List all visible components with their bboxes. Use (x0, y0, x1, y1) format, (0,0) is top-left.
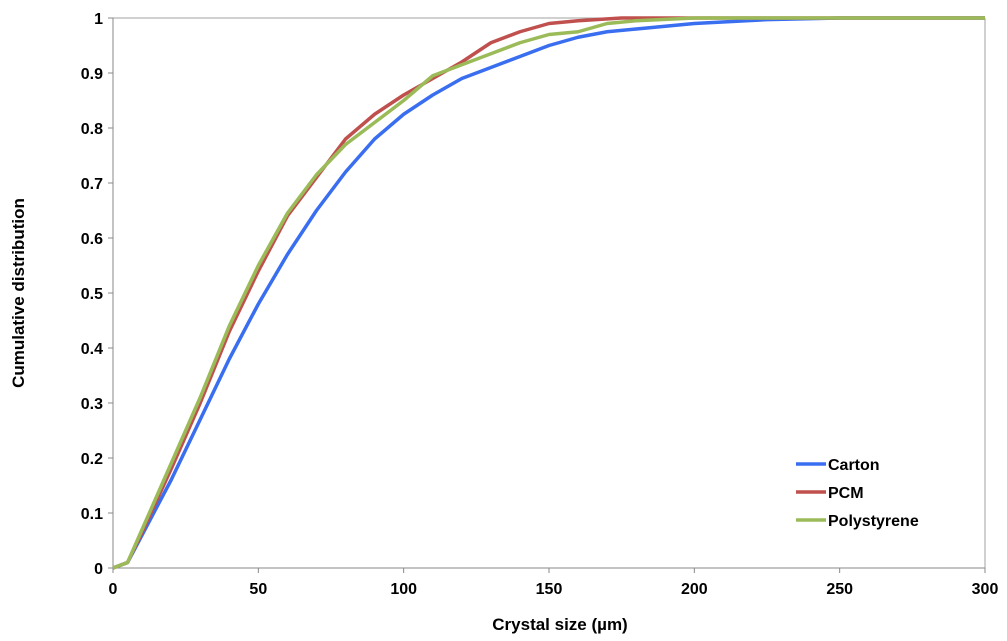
x-tick-label: 300 (972, 581, 999, 598)
y-tick-label: 0.5 (81, 286, 103, 303)
x-tick-label: 150 (536, 581, 563, 598)
x-tick-label: 250 (826, 581, 853, 598)
y-axis-title: Cumulative distribution (9, 198, 28, 388)
y-tick-label: 0.3 (81, 396, 103, 413)
y-tick-label: 0.9 (81, 66, 103, 83)
legend-label: PCM (828, 485, 864, 502)
x-tick-label: 0 (109, 581, 118, 598)
x-tick-label: 50 (249, 581, 267, 598)
y-tick-label: 0.8 (81, 121, 103, 138)
series-line (112, 16, 985, 570)
legend-label: Carton (828, 457, 880, 474)
y-tick-label: 0.6 (81, 231, 103, 248)
legend-label: Polystyrene (828, 513, 919, 530)
x-axis-title: Crystal size (µm) (492, 615, 627, 634)
x-tick-label: 100 (390, 581, 417, 598)
y-tick-label: 0.2 (81, 451, 103, 468)
series-line (112, 16, 985, 570)
x-tick-label: 200 (681, 581, 708, 598)
y-tick-label: 0.1 (81, 506, 103, 523)
y-tick-label: 0.4 (81, 341, 103, 358)
y-tick-label: 1 (94, 11, 103, 28)
y-tick-label: 0.7 (81, 176, 103, 193)
y-tick-label: 0 (94, 561, 103, 578)
series-line (112, 16, 985, 570)
